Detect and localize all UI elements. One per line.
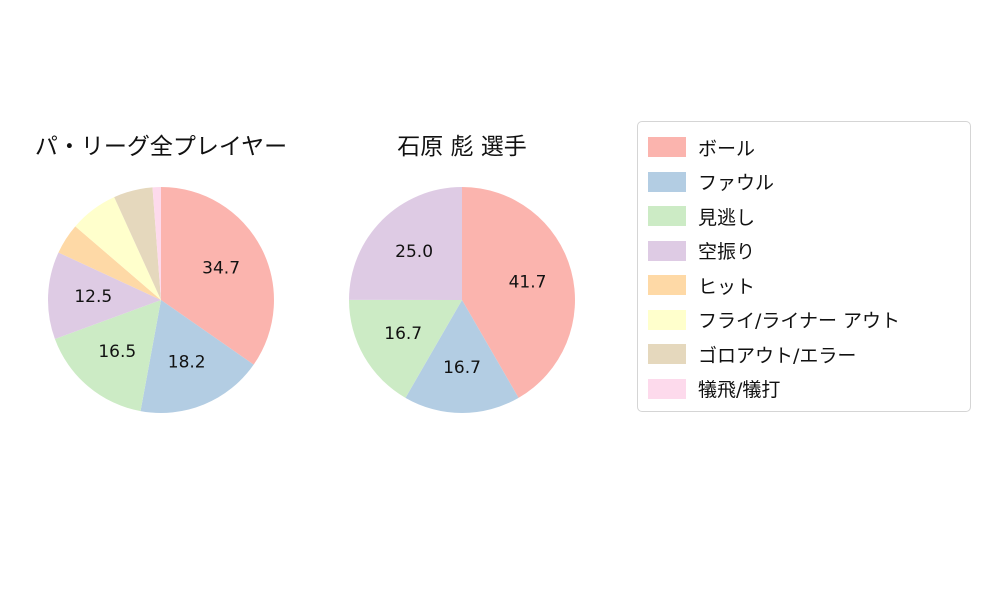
pie-chart-right: 41.7 16.7 16.7 25.0 [348,187,575,413]
pie-slice-8 [152,187,161,300]
chart-title-left: パ・リーグ全プレイヤー [34,134,288,160]
legend-label: 犠飛/犠打 [698,379,781,402]
legend-color-swatch [648,378,686,399]
pie-slice-6 [75,197,161,300]
legend-item-4: 空振り [648,234,970,269]
pie-chart-left: 34.7 18.2 16.5 12.5 [47,187,274,413]
legend-color-swatch [648,309,686,330]
legend-item-2: ファウル [648,165,970,200]
pie-value-label: 16.7 [384,324,422,344]
chart-title-right: 石原 彪 選手 [397,134,527,160]
legend-color-swatch [648,137,686,158]
legend-item-8: 犠飛/犠打 [648,372,970,407]
legend-label: ファウル [698,172,775,195]
legend-color-swatch [648,240,686,261]
legend: ボールファウル見逃し空振りヒットフライ/ライナー アウト ゴロアウト/エラー 犠飛/… [637,121,971,412]
pie-value-label: 25.0 [395,242,433,262]
legend-item-1: ボール [648,130,970,165]
pie-slice-7 [114,187,161,300]
pie-value-label: 16.7 [443,358,481,378]
pie-slice-1 [462,187,575,398]
legend-item-7: ゴロアウト/エラー [648,337,970,372]
pie-value-label: 18.2 [168,353,206,373]
pie-slice-4 [349,187,462,300]
pie-slice-3 [54,300,161,412]
pie-slice-2 [140,300,254,413]
legend-label: フライ/ライナー アウト [698,310,901,333]
pie-slice-5 [58,226,162,300]
legend-label: ヒット [698,275,756,298]
pie-slice-4 [47,252,161,339]
legend-item-5: ヒット [648,268,970,303]
pie-value-label: 34.7 [202,259,240,279]
legend-label: 見逃し [698,206,756,229]
pie-value-label: 12.5 [74,287,112,307]
legend-label: ゴロアウト/エラー [698,344,857,367]
legend-label: ボール [698,137,756,160]
legend-label: 空振り [698,241,756,264]
legend-item-3: 見逃し [648,199,970,234]
legend-color-swatch [648,206,686,227]
pie-value-label: 41.7 [509,272,547,292]
pie-slice-1 [161,187,274,365]
legend-color-swatch [648,344,686,365]
pie-slice-2 [405,300,519,413]
legend-color-swatch [648,275,686,296]
legend-color-swatch [648,171,686,192]
pie-slice-3 [348,299,462,398]
pie-value-label: 16.5 [98,342,136,362]
legend-item-6: フライ/ライナー アウト [648,303,970,338]
